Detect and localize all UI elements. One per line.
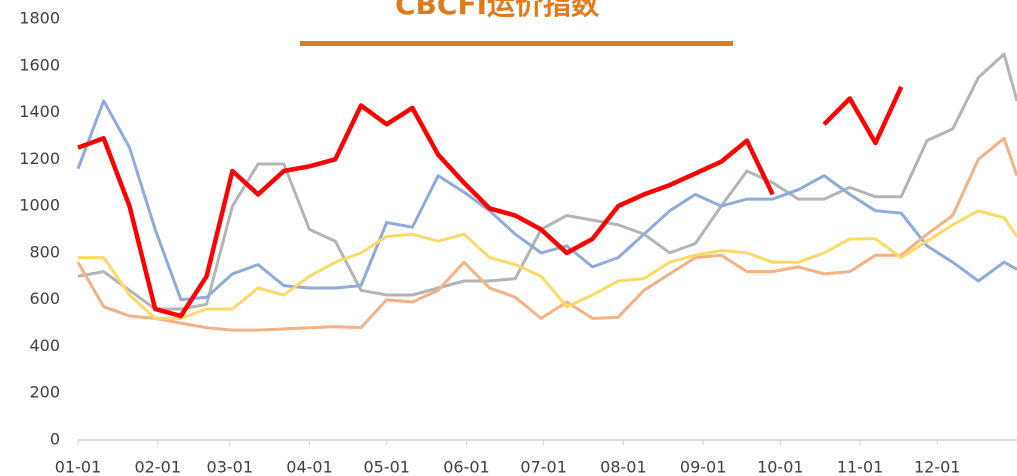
series-line bbox=[77, 52, 1017, 311]
y-tick-label: 1600 bbox=[19, 55, 60, 74]
x-tick-label: 10-01 bbox=[757, 458, 804, 476]
y-tick-label: 200 bbox=[29, 383, 60, 402]
series-line bbox=[76, 99, 1017, 302]
series-line bbox=[78, 209, 1017, 320]
x-tick-label: 03-01 bbox=[207, 458, 254, 476]
x-tick-label: 12-01 bbox=[914, 458, 961, 476]
x-tick-label: 04-01 bbox=[286, 458, 333, 476]
chart-title: CBCFI运价指数 bbox=[395, 0, 600, 21]
y-tick-label: 400 bbox=[29, 336, 60, 355]
series-line bbox=[76, 136, 1017, 332]
x-tick-label: 07-01 bbox=[520, 458, 567, 476]
y-tick-label: 1400 bbox=[19, 102, 60, 121]
x-tick-label: 02-01 bbox=[135, 458, 182, 476]
y-tick-label: 600 bbox=[29, 289, 60, 308]
title-underline bbox=[300, 41, 733, 46]
x-tick-label: 01-01 bbox=[55, 458, 102, 476]
x-tick-label: 05-01 bbox=[363, 458, 410, 476]
y-tick-label: 800 bbox=[29, 242, 60, 261]
y-tick-label: 1000 bbox=[19, 196, 60, 215]
x-tick-label: 11-01 bbox=[837, 458, 884, 476]
x-tick-label: 09-01 bbox=[680, 458, 727, 476]
y-tick-label: 1200 bbox=[19, 149, 60, 168]
y-tick-label: 0 bbox=[50, 430, 60, 449]
x-tick-label: 08-01 bbox=[600, 458, 647, 476]
y-tick-label: 1800 bbox=[19, 9, 60, 28]
series-line bbox=[77, 85, 904, 319]
x-tick-label: 06-01 bbox=[443, 458, 490, 476]
